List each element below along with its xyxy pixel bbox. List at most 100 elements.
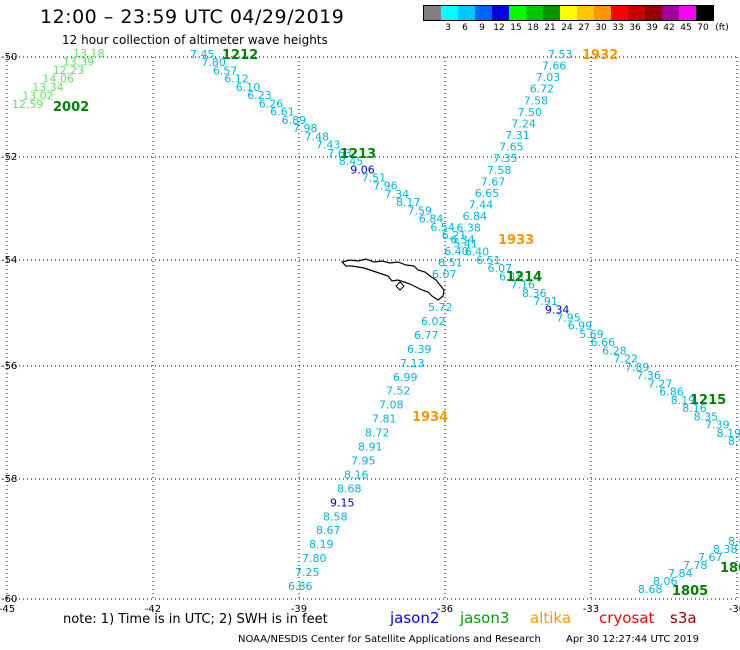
track-time-label: 1934 — [412, 410, 448, 425]
wave-height-value: 7.91 — [533, 295, 558, 308]
track-time-label: 180 — [720, 561, 740, 576]
legend-label: 36 — [629, 23, 641, 33]
legend-swatch — [628, 6, 645, 20]
wave-height-value: 6.77 — [414, 329, 439, 342]
legend-label: 27 — [578, 23, 590, 33]
wave-height-value: 7.58 — [487, 164, 512, 177]
legend-label: 33 — [612, 23, 624, 33]
lat-tick-label: -50 — [1, 52, 17, 63]
legend-swatch — [662, 6, 679, 20]
wave-height-value: 13.02 — [22, 90, 54, 103]
wave-height-value: 7.48 — [305, 130, 330, 143]
wave-height-value: 6.28 — [602, 344, 627, 357]
wave-height-value: 5.69 — [579, 328, 604, 341]
wave-height-value: 7.34 — [385, 188, 410, 201]
wave-height-value: 8.68 — [638, 583, 663, 596]
wave-height-value: 8.35 — [694, 410, 719, 423]
wave-height-value: 12.23 — [53, 64, 84, 77]
wave-height-value: 7.67 — [481, 175, 506, 188]
lat-tick-label: -60 — [1, 594, 17, 605]
wave-height-value: 8.58 — [323, 510, 348, 523]
wave-height-value: 7.35 — [493, 152, 517, 165]
wave-height-value: 7.80 — [302, 552, 327, 565]
satellite-cryosat: cryosat — [599, 609, 655, 627]
wave-height-value: 6.72 — [530, 83, 555, 96]
legend-swatch — [492, 6, 509, 20]
legend-swatch — [577, 6, 594, 20]
legend-swatch — [645, 6, 662, 20]
wave-height-value: 7.95 — [351, 455, 376, 468]
satellite-s3a: s3a — [670, 609, 697, 627]
wave-height-value: 7.39 — [705, 419, 730, 432]
wave-height-value: 6.34 — [450, 233, 475, 246]
wave-height-value: 6.86 — [288, 580, 313, 593]
wave-height-value: 7.52 — [386, 385, 411, 398]
wave-height-value: 6.38 — [456, 222, 481, 235]
legend-label: 9 — [479, 23, 485, 33]
legend-label: 42 — [663, 23, 675, 33]
wave-height-value: 8.16 — [682, 402, 707, 415]
wave-height-value: 6.15 — [499, 270, 523, 283]
wave-height-value: 7.63 — [327, 147, 352, 160]
footer-timestamp: Apr 30 12:27:44 UTC 2019 — [566, 634, 699, 645]
wave-height-value: 5.72 — [428, 301, 453, 314]
legend-swatch — [424, 6, 441, 20]
legend-label: 15 — [510, 23, 522, 33]
wave-height-value: 7.13 — [400, 357, 425, 370]
lat-tick-label: -58 — [1, 474, 17, 485]
track-time-label: 2002 — [53, 100, 89, 115]
satellite-jason3: jason3 — [460, 609, 510, 627]
legend-label: 21 — [544, 23, 556, 33]
wave-height-value: 6.12 — [224, 73, 249, 86]
wave-height-value: 8.9 — [728, 435, 740, 448]
lat-tick-label: -54 — [1, 255, 17, 266]
lon-tick-label: -39 — [291, 604, 307, 615]
wave-height-value: 8.17 — [396, 196, 421, 209]
wave-height-value: 14.06 — [43, 73, 75, 86]
track-time-label: 1933 — [498, 233, 534, 248]
wave-height-value: 6.23 — [247, 89, 272, 102]
wave-height-value: 7.66 — [542, 60, 567, 73]
legend-swatch — [594, 6, 611, 20]
wave-height-value: 7.84 — [668, 567, 693, 580]
wave-height-value: 13.18 — [73, 47, 105, 60]
wave-height-value: 7.22 — [614, 353, 639, 366]
legend-swatch — [509, 6, 526, 20]
wave-height-value: 7.50 — [518, 106, 543, 119]
legend-label: 12 — [493, 23, 505, 33]
legend-label: 30 — [595, 23, 607, 33]
track-time-label: 1214 — [506, 270, 542, 285]
lat-tick-label: -56 — [1, 361, 17, 372]
wave-height-value: 13.39 — [63, 56, 95, 69]
satellite-altika: altika — [530, 609, 572, 627]
wave-height-value: 8.91 — [358, 441, 383, 454]
wave-height-value: 13.34 — [32, 81, 64, 94]
lon-tick-label: -42 — [145, 604, 161, 615]
wave-height-value: 8.45 — [339, 155, 364, 168]
wave-height-value: 7.65 — [499, 141, 524, 154]
wave-height-value: 7.45 — [190, 48, 215, 61]
wave-height-value: 7.51 — [362, 172, 387, 185]
legend-label: 3 — [445, 23, 451, 33]
legend-swatch — [441, 6, 458, 20]
wave-height-value: 6.07 — [488, 262, 512, 275]
legend-swatch — [696, 6, 713, 20]
wave-height-value: 6.51 — [476, 254, 501, 267]
legend-swatch — [526, 6, 543, 20]
wave-height-value: 7.58 — [524, 94, 549, 107]
legend-label: 6 — [462, 23, 468, 33]
legend-labels: 3 6 9 12 15 18 21 24 27 30 33 36 39 42 45 70 (ft) — [423, 21, 729, 33]
wave-height-value: 8.19 — [671, 394, 696, 407]
wave-height-value: 8.72 — [365, 427, 390, 440]
legend-label: 39 — [646, 23, 658, 33]
wave-height-value: 8.16 — [344, 468, 369, 481]
color-legend: 3 6 9 12 15 18 21 24 27 30 33 36 39 42 45 70 (ft) — [423, 5, 729, 33]
wave-height-value: 8.67 — [316, 524, 341, 537]
legend-label: 45 — [680, 23, 692, 33]
legend-swatch — [475, 6, 492, 20]
wave-height-value: 7.24 — [511, 118, 536, 131]
wave-height-value: 6.65 — [475, 187, 500, 200]
wave-height-value: 7.95 — [556, 312, 581, 325]
legend-swatch — [560, 6, 577, 20]
